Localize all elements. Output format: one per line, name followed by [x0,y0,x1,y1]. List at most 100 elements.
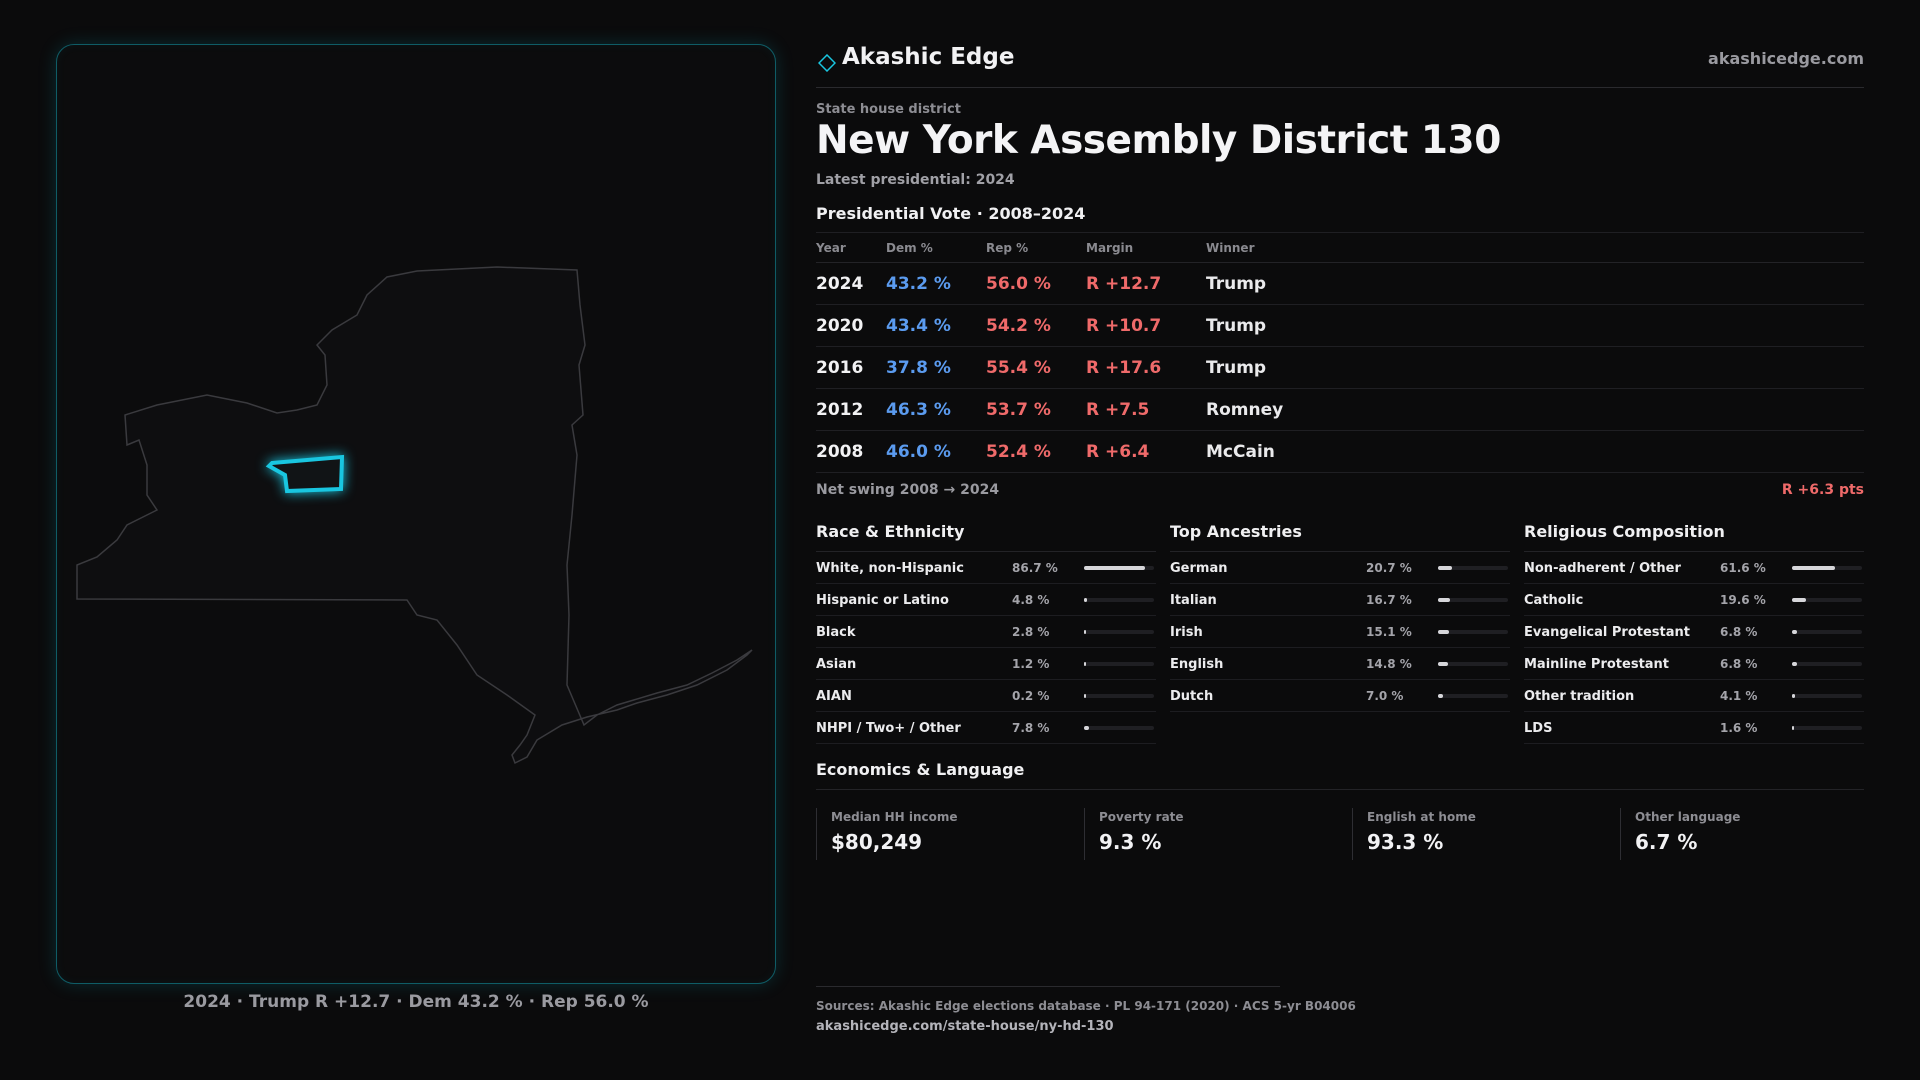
demographic-label: Non-adherent / Other [1524,561,1681,576]
demographic-label: Italian [1170,593,1217,608]
table-row: 2024 43.2 % 56.0 % R +12.7 Trump [816,263,1864,305]
econ-card-median-income: Median HH income $80,249 [816,808,1056,860]
demographic-row: Italian 16.7 % [1170,584,1510,616]
percent-bar-fill [1438,598,1450,602]
percent-bar-fill [1792,630,1797,634]
econ-label: English at home [1367,810,1476,824]
year-cell: 2012 [816,399,864,420]
demographic-label: NHPI / Two+ / Other [816,721,961,736]
demographic-row: Asian 1.2 % [816,648,1156,680]
dem-cell: 37.8 % [886,357,951,378]
column-header-rep: Rep % [986,240,1029,255]
percent-bar [1792,598,1862,602]
rep-cell: 53.7 % [986,399,1051,420]
demographic-percent: 7.0 % [1366,689,1404,703]
table-row: 2020 43.4 % 54.2 % R +10.7 Trump [816,305,1864,347]
demographic-percent: 6.8 % [1720,657,1758,671]
percent-bar [1792,726,1862,730]
presidential-vote-table: Year Dem % Rep % Margin Winner 2024 43.2… [816,232,1864,473]
year-cell: 2008 [816,441,864,462]
demographic-label: Hispanic or Latino [816,593,949,608]
demographic-percent: 1.6 % [1720,721,1758,735]
race-ethnicity-section: Race & Ethnicity White, non-Hispanic 86.7… [816,522,1156,744]
demographic-percent: 4.1 % [1720,689,1758,703]
table-header: Year Dem % Rep % Margin Winner [816,233,1864,263]
percent-bar [1438,662,1508,666]
district-map [76,266,753,765]
year-cell: 2020 [816,315,864,336]
brand-url-link[interactable]: akashicedge.com [1708,49,1864,68]
winner-cell: Trump [1206,357,1267,378]
vote-section-title: Presidential Vote · 2008–2024 [816,204,1086,223]
rep-cell: 54.2 % [986,315,1051,336]
demographic-percent: 16.7 % [1366,593,1412,607]
percent-bar-fill [1084,726,1090,730]
district-url-link[interactable]: akashicedge.com/state-house/ny-hd-130 [816,1019,1114,1034]
percent-bar [1438,694,1508,698]
percent-bar [1084,598,1154,602]
econ-value: $80,249 [831,830,923,854]
percent-bar-fill [1792,694,1795,698]
dem-cell: 46.0 % [886,441,951,462]
demographic-row: English 14.8 % [1170,648,1510,680]
year-cell: 2016 [816,357,864,378]
year-cell: 2024 [816,273,864,294]
econ-card-other-language: Other language 6.7 % [1620,808,1860,860]
percent-bar [1438,566,1508,570]
demographic-percent: 61.6 % [1720,561,1766,575]
econ-label: Median HH income [831,810,958,824]
rep-cell: 56.0 % [986,273,1051,294]
percent-bar-fill [1792,566,1836,570]
rep-cell: 52.4 % [986,441,1051,462]
column-header-dem: Dem % [886,240,933,255]
demographic-row: Mainline Protestant 6.8 % [1524,648,1864,680]
demographic-percent: 19.6 % [1720,593,1766,607]
demographic-percent: 1.2 % [1012,657,1050,671]
column-header-margin: Margin [1086,240,1134,255]
percent-bar-fill [1084,662,1087,666]
demographic-percent: 86.7 % [1012,561,1058,575]
dem-cell: 43.4 % [886,315,951,336]
percent-bar [1084,662,1154,666]
econ-value: 9.3 % [1099,830,1162,854]
demographic-row: Irish 15.1 % [1170,616,1510,648]
district-130-highlight [265,454,345,494]
percent-bar-fill [1792,726,1795,730]
state-outline [76,266,753,765]
econ-value: 93.3 % [1367,830,1444,854]
demographic-percent: 0.2 % [1012,689,1050,703]
winner-cell: Trump [1206,315,1267,336]
econ-value: 6.7 % [1635,830,1698,854]
demographic-percent: 6.8 % [1720,625,1758,639]
winner-cell: Trump [1206,273,1267,294]
percent-bar-fill [1084,598,1088,602]
percent-bar-fill [1438,662,1449,666]
econ-label: Poverty rate [1099,810,1184,824]
diamond-logo-icon [818,54,836,72]
percent-bar [1792,662,1862,666]
percent-bar-fill [1792,598,1806,602]
demographic-row: AIAN 0.2 % [816,680,1156,712]
demographic-label: Catholic [1524,593,1584,608]
demographic-row: Black 2.8 % [816,616,1156,648]
table-row: 2008 46.0 % 52.4 % R +6.4 McCain [816,431,1864,473]
demographic-label: English [1170,657,1224,672]
percent-bar [1438,630,1508,634]
margin-cell: R +6.4 [1086,441,1150,462]
map-panel [56,44,776,984]
demographic-label: German [1170,561,1228,576]
demographic-row: Evangelical Protestant 6.8 % [1524,616,1864,648]
demographic-label: White, non-Hispanic [816,561,964,576]
percent-bar-fill [1084,566,1145,570]
winner-cell: Romney [1206,399,1284,420]
demographic-percent: 4.8 % [1012,593,1050,607]
demographic-percent: 15.1 % [1366,625,1412,639]
percent-bar-fill [1084,630,1087,634]
dem-cell: 46.3 % [886,399,951,420]
demographic-label: Irish [1170,625,1203,640]
brand-name: Akashic Edge [842,44,1015,70]
winner-cell: McCain [1206,441,1275,462]
race-section-title: Race & Ethnicity [816,522,1156,552]
demographic-percent: 14.8 % [1366,657,1412,671]
net-swing-value: R +6.3 pts [1781,482,1864,498]
